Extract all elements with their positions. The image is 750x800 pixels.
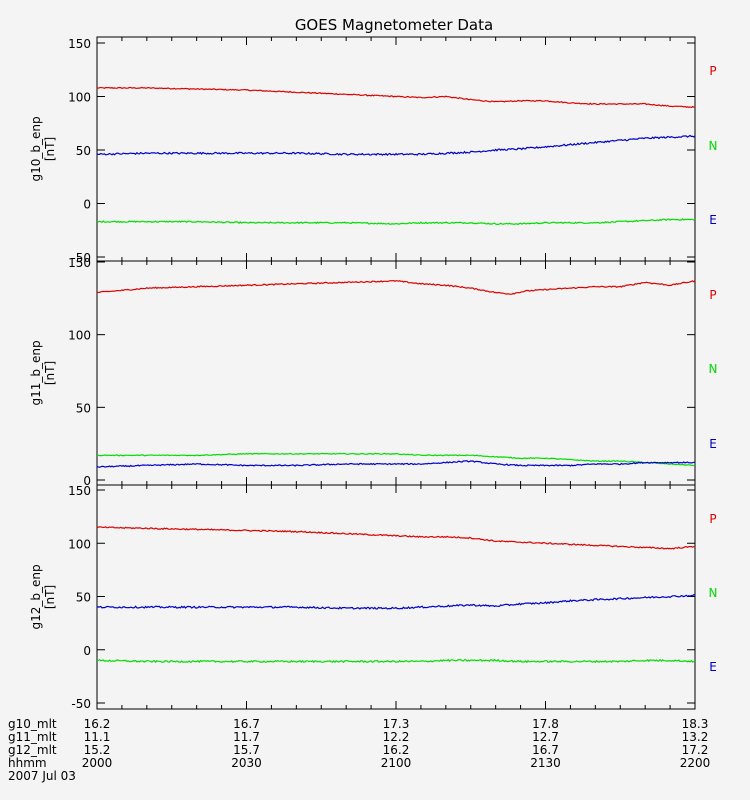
series-line-p (97, 279, 696, 295)
footer-value: 17.3 (383, 717, 410, 731)
footer-value: 15.2 (84, 743, 111, 757)
footer-value: 17.2 (682, 743, 709, 757)
series-line-p (96, 86, 696, 109)
legend-p: P (709, 288, 716, 302)
footer-value: 11.7 (233, 730, 260, 744)
footer-row-label: g12_mlt (8, 743, 57, 757)
footer-row-label: hhmm (8, 756, 47, 770)
legend-p: P (709, 512, 716, 526)
footer-value: 2030 (231, 756, 262, 770)
y-axis-label: g12_b_enp (29, 564, 43, 629)
y-tick-label: 0 (83, 474, 91, 488)
footer-value: 15.7 (233, 743, 260, 757)
panel-3: -50 0 50 100 150 g12_b_enp [nT] P N E (29, 484, 717, 711)
y-tick-label: 0 (83, 198, 91, 212)
panel-2: 0 50 100 150 g11_b_enp [nT] P N E (29, 256, 717, 488)
y-tick-label: -50 (71, 251, 91, 265)
y-tick-label: 100 (68, 537, 91, 551)
footer-date: 2007 Jul 03 (8, 769, 76, 783)
y-axis-label: g10_b_enp (29, 116, 43, 181)
footer-value: 13.2 (682, 730, 709, 744)
y-axis-units: [nT] (43, 361, 57, 385)
footer-value: 2100 (381, 756, 412, 770)
footer-value: 17.8 (532, 717, 559, 731)
chart-title: GOES Magnetometer Data (295, 16, 493, 34)
y-tick-label: 50 (76, 144, 91, 158)
footer-value: 2200 (680, 756, 711, 770)
legend-e: E (709, 437, 717, 451)
y-tick-label: 150 (68, 484, 91, 498)
y-tick-label: 0 (83, 644, 91, 658)
footer-row-label: g10_mlt (8, 717, 57, 731)
footer-row-label: g11_mlt (8, 730, 57, 744)
y-tick-label: 150 (68, 256, 91, 270)
series-line-e (96, 134, 696, 156)
y-tick-label: -50 (71, 697, 91, 711)
series-line-e (96, 594, 696, 610)
y-tick-label: 150 (68, 37, 91, 51)
y-tick-label: 50 (76, 591, 91, 605)
footer-value: 16.2 (84, 717, 111, 731)
legend-e: E (709, 660, 717, 674)
legend-n: N (709, 139, 718, 153)
y-tick-label: 50 (76, 401, 91, 415)
series-line-p (96, 526, 696, 550)
y-axis-units: [nT] (43, 137, 57, 161)
footer-value: 12.7 (532, 730, 559, 744)
footer-value: 16.7 (233, 717, 260, 731)
panel-frame (96, 36, 696, 262)
footer-value: 18.3 (682, 717, 709, 731)
panel-frame (96, 260, 696, 486)
footer-value: 2130 (530, 756, 561, 770)
y-tick-label: 100 (68, 329, 91, 343)
legend-e: E (709, 213, 717, 227)
y-axis-label: g11_b_enp (29, 340, 43, 405)
series-line-e (96, 460, 696, 468)
footer-value: 16.7 (532, 743, 559, 757)
footer-value: 12.2 (383, 730, 410, 744)
y-axis-units: [nT] (43, 585, 57, 609)
footer-table: g10_mlt 16.2 16.7 17.3 17.8 18.3 g11_mlt 11.1 11… (8, 717, 710, 783)
footer-value: 11.1 (84, 730, 111, 744)
footer-value: 2000 (82, 756, 113, 770)
panel-frame (96, 484, 696, 710)
series-line-n (96, 658, 696, 664)
panel-1: -50 0 50 100 150 g10_b_enp [nT] P N E (29, 36, 718, 265)
legend-p: P (709, 64, 716, 78)
legend-n: N (709, 586, 718, 600)
series-line-n (96, 218, 696, 226)
footer-value: 16.2 (383, 743, 410, 757)
y-tick-label: 100 (68, 91, 91, 105)
legend-n: N (709, 362, 718, 376)
series-line-n (96, 452, 696, 467)
